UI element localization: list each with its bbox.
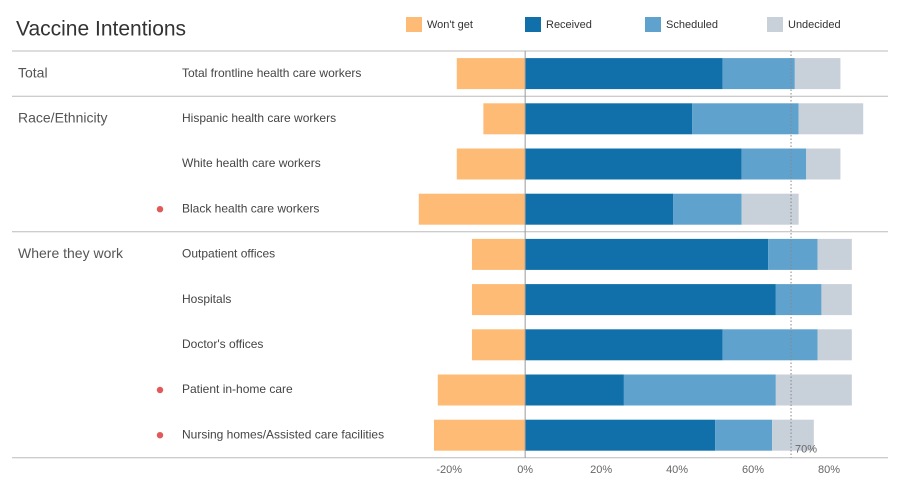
legend-swatch	[525, 17, 541, 32]
bar-segment	[775, 374, 852, 406]
x-tick-label: 20%	[590, 464, 612, 476]
legend-swatch	[645, 17, 661, 32]
legend-label: Undecided	[788, 19, 841, 31]
legend-label: Scheduled	[666, 19, 718, 31]
bar-segment	[471, 284, 526, 316]
bar-segment	[525, 148, 742, 180]
category-label: Doctor's offices	[182, 337, 263, 351]
x-tick-label: -20%	[436, 464, 462, 476]
bar-segment	[525, 284, 776, 316]
bar-segment	[794, 58, 841, 90]
bar-segment	[741, 193, 799, 225]
category-label: Total frontline health care workers	[182, 66, 361, 80]
x-tick-label: 40%	[666, 464, 688, 476]
bar-segment	[722, 58, 795, 90]
category-label: Nursing homes/Assisted care facilities	[182, 427, 384, 441]
group-label: Total	[18, 64, 48, 80]
bar-segment	[768, 238, 818, 270]
x-tick-label: 80%	[818, 464, 840, 476]
bar-segment	[821, 284, 852, 316]
bar-segment	[483, 103, 526, 135]
reference-label: 70%	[795, 444, 817, 456]
legend-swatch	[406, 17, 422, 32]
bar-segment	[433, 419, 526, 451]
bar-segment	[525, 374, 624, 406]
category-label: Patient in-home care	[182, 382, 293, 396]
row-marker	[156, 432, 164, 439]
bar-segment	[525, 329, 723, 361]
bar-segment	[456, 58, 526, 90]
legend-label: Won't get	[427, 19, 473, 31]
group-label: Race/Ethnicity	[18, 110, 107, 126]
category-label: Black health care workers	[182, 201, 319, 215]
bar-segment	[722, 329, 818, 361]
bar-segment	[673, 193, 742, 225]
category-label: White health care workers	[182, 156, 321, 170]
bar-segment	[525, 238, 769, 270]
bar-segment	[525, 103, 693, 135]
bar-segment	[525, 193, 674, 225]
chart-title: Vaccine Intentions	[16, 18, 186, 41]
bar-segment	[715, 419, 773, 451]
bar-segment	[775, 284, 822, 316]
bar-segment	[418, 193, 526, 225]
bar-segment	[806, 148, 841, 180]
bar-segment	[692, 103, 799, 135]
bar-segment	[456, 148, 526, 180]
x-tick-label: 0%	[517, 464, 533, 476]
bar-segment	[471, 238, 526, 270]
bar-segment	[525, 58, 723, 90]
group-label: Where they work	[18, 245, 124, 261]
row-marker	[156, 206, 164, 213]
row-marker	[156, 386, 164, 394]
category-label: Hispanic health care workers	[182, 111, 336, 125]
bar-segment	[817, 238, 852, 270]
bar-segment	[817, 329, 852, 361]
category-label: Hospitals	[182, 292, 231, 306]
category-label: Outpatient offices	[182, 247, 275, 261]
bar-segment	[798, 103, 864, 135]
legend-swatch	[767, 17, 783, 32]
bar-segment	[471, 329, 526, 361]
legend-label: Received	[546, 19, 592, 31]
bar-segment	[437, 374, 526, 406]
x-tick-label: 60%	[742, 464, 764, 476]
bar-segment	[623, 374, 776, 406]
bar-segment	[741, 148, 807, 180]
bar-segment	[772, 419, 814, 451]
bar-segment	[525, 419, 716, 451]
